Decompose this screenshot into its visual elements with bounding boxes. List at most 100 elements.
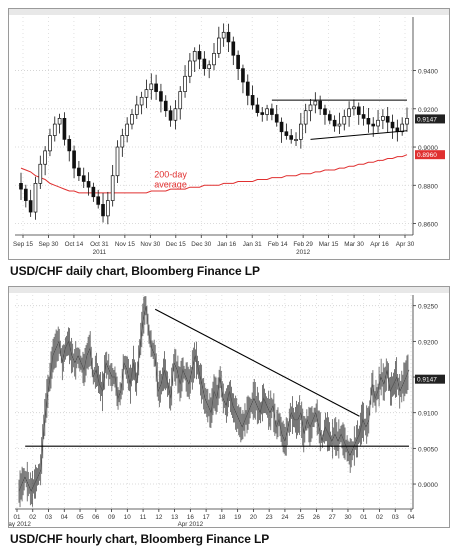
x-tick-label: 26 — [313, 514, 321, 521]
candle — [385, 116, 390, 123]
x-tick-label: Oct 31 — [90, 241, 109, 248]
x-tick-label: 20 — [250, 514, 258, 521]
candle — [216, 37, 221, 54]
candle — [173, 108, 178, 121]
x-tick-label: Sep 15 — [13, 241, 33, 248]
x-year-label: 2012 — [296, 249, 311, 256]
average-value-tag — [415, 150, 445, 160]
y-tick-label: 0.8600 — [418, 222, 438, 229]
x-tick-label: Apr 30 — [396, 241, 415, 248]
x-tick-label: 02 — [376, 514, 384, 521]
candle — [294, 139, 298, 141]
x-tick-label: Nov 15 — [115, 241, 135, 248]
candle — [125, 123, 129, 136]
x-tick-label: 04 — [407, 514, 415, 521]
candle — [23, 188, 28, 201]
candle — [318, 100, 322, 110]
x-tick-label: 30 — [344, 514, 352, 521]
candle — [236, 54, 240, 69]
candle — [178, 91, 183, 110]
candle — [255, 104, 260, 113]
hourly-chart: 0.92500.92000.91500.91000.90500.90000102… — [3, 287, 449, 528]
x-tick-label: Jan 16 — [217, 241, 236, 248]
x-tick-label: 09 — [108, 514, 116, 521]
candle — [168, 110, 173, 121]
x-tick-label: 16 — [187, 514, 195, 521]
candle — [308, 104, 313, 112]
x-tick-label: 03 — [45, 514, 53, 521]
candle — [183, 75, 187, 92]
candle — [33, 183, 38, 213]
candle — [250, 95, 255, 106]
average-annotation-line2: average — [154, 180, 187, 190]
candle — [202, 58, 207, 69]
candle — [270, 108, 274, 115]
x-tick-label: 19 — [234, 514, 242, 521]
candle — [91, 186, 96, 198]
candle — [323, 108, 327, 115]
support-line — [310, 130, 408, 140]
x-tick-label: 06 — [92, 514, 100, 521]
x-tick-label: 05 — [77, 514, 85, 521]
x-tick-label: 17 — [203, 514, 211, 521]
y-tick-label: 0.9000 — [418, 482, 438, 489]
candle — [115, 146, 120, 177]
candle — [226, 31, 231, 43]
candle — [337, 123, 342, 127]
candle — [289, 135, 294, 140]
daily-chart: 0.9400 0.9200 0.9000 0.8800 0.8600 Sep 15 Sep … — [9, 9, 449, 256]
candle — [342, 116, 347, 125]
average-annotation-line1: 200-day — [154, 170, 187, 180]
x-tick-label: 12 — [155, 514, 163, 521]
candle — [81, 175, 86, 182]
candle — [366, 118, 371, 125]
candle — [149, 83, 154, 91]
y-tick-label: 0.9000 — [418, 145, 438, 152]
x-tick-label: Feb 29 — [293, 241, 313, 248]
candle — [347, 108, 351, 117]
y-tick-label: 0.9050 — [418, 446, 438, 453]
candle — [154, 83, 158, 92]
x-tick-label: 01 — [360, 514, 368, 521]
candle — [144, 89, 149, 98]
x-period-label: May 2012 — [9, 521, 31, 527]
x-tick-label: Jan 31 — [243, 241, 262, 248]
x-tick-label: 13 — [171, 514, 179, 521]
candle — [400, 123, 405, 133]
x-tick-label: 11 — [140, 514, 147, 521]
candle — [356, 106, 361, 115]
x-tick-label: 01 — [13, 514, 21, 521]
candle — [390, 121, 395, 129]
x-tick-label: 18 — [218, 514, 226, 521]
candle — [197, 51, 202, 60]
toolbar-strip — [9, 287, 449, 293]
x-tick-label: Dec 15 — [166, 241, 186, 248]
x-tick-label: Nov 30 — [140, 241, 160, 248]
candle — [77, 167, 81, 177]
y-tick-label: 0.9400 — [418, 69, 438, 76]
candle — [381, 116, 385, 121]
x-tick-label: Oct 14 — [65, 241, 84, 248]
candle — [120, 135, 125, 148]
candle — [163, 100, 168, 112]
average-value-label: 0.8960 — [417, 152, 437, 159]
x-tick-label: 04 — [61, 514, 69, 521]
candle — [245, 81, 250, 96]
candle — [274, 114, 279, 123]
toolbar-strip — [9, 9, 449, 15]
candle — [67, 139, 72, 152]
candle — [62, 118, 67, 140]
y-tick-label: 0.9250 — [418, 304, 438, 311]
candle — [284, 131, 289, 136]
candle — [106, 200, 110, 217]
candle — [265, 108, 269, 115]
candle — [96, 196, 101, 205]
candle — [327, 114, 332, 121]
x-tick-label: 23 — [266, 514, 274, 521]
x-tick-label: Apr 16 — [370, 241, 389, 248]
x-tick-label: Sep 30 — [38, 241, 58, 248]
hourly-chart-panel: 0.92500.92000.91500.91000.90500.90000102… — [3, 286, 450, 528]
candle — [192, 51, 197, 62]
x-year-label: 2011 — [93, 249, 107, 256]
x-tick-label: 24 — [281, 514, 289, 521]
